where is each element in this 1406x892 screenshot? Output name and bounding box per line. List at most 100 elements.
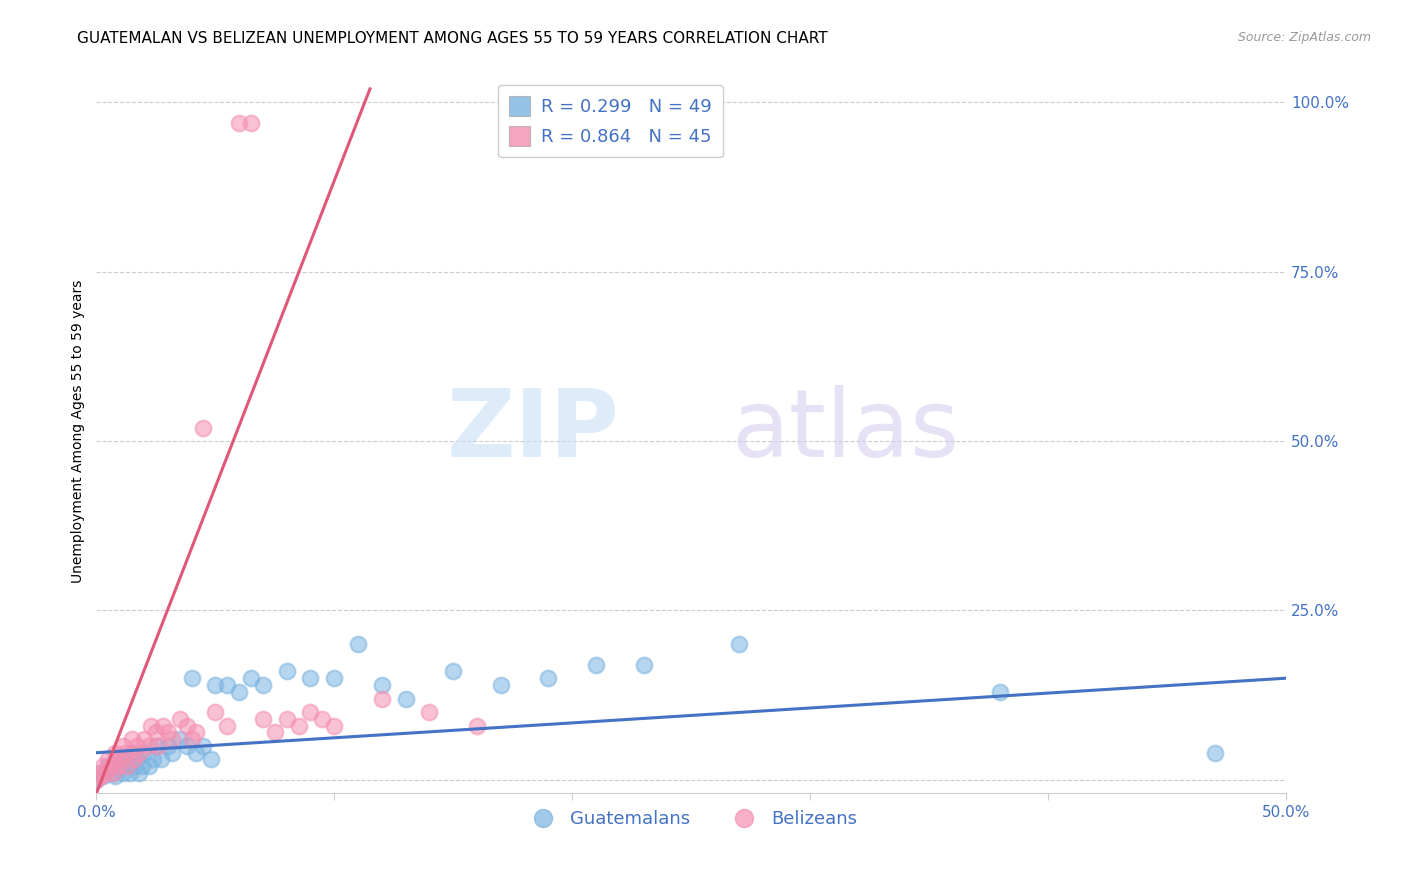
Text: atlas: atlas (731, 385, 960, 477)
Point (132, 746, 155, 760)
Text: ZIP: ZIP (447, 385, 620, 477)
Point (169, 712, 191, 726)
Point (263, 725, 285, 739)
Point (252, 678, 274, 692)
Point (299, 671, 322, 685)
Point (145, 725, 167, 739)
Point (186, 746, 208, 760)
Point (217, 678, 239, 692)
Point (125, 752, 148, 766)
Point (114, 746, 136, 760)
Point (128, 746, 150, 760)
Point (585, 657, 607, 672)
Point (148, 739, 170, 753)
Point (228, 116, 250, 130)
Point (104, 746, 127, 760)
Point (176, 739, 198, 753)
Point (149, 752, 172, 766)
Point (156, 739, 179, 753)
Point (193, 420, 215, 434)
Point (287, 718, 309, 732)
Point (180, 732, 202, 747)
Point (101, 766, 124, 780)
Point (111, 766, 134, 780)
Point (86, 772, 108, 787)
Point (152, 718, 174, 732)
Point (180, 671, 202, 685)
Point (90, 769, 112, 783)
Point (240, 671, 263, 685)
Legend: Guatemalans, Belizeans: Guatemalans, Belizeans (517, 803, 865, 835)
Point (124, 759, 146, 773)
Point (117, 759, 139, 773)
Point (371, 678, 394, 692)
Y-axis label: Unemployment Among Ages 55 to 59 years: Unemployment Among Ages 55 to 59 years (72, 279, 86, 582)
Point (204, 678, 226, 692)
Point (108, 752, 131, 766)
Point (138, 739, 160, 753)
Point (97, 752, 120, 766)
Point (94, 766, 117, 780)
Point (101, 766, 124, 780)
Point (441, 665, 464, 679)
Point (93, 759, 115, 773)
Point (347, 637, 370, 651)
Point (193, 739, 215, 753)
Point (139, 718, 162, 732)
Point (111, 739, 134, 753)
Point (107, 759, 129, 773)
Point (142, 752, 165, 766)
Point (100, 759, 122, 773)
Point (323, 718, 346, 732)
Point (228, 684, 250, 698)
Point (176, 718, 198, 732)
Point (240, 116, 263, 130)
Point (114, 752, 136, 766)
Point (121, 746, 143, 760)
Point (990, 684, 1012, 698)
Point (128, 766, 150, 780)
Point (276, 665, 298, 679)
Point (138, 759, 160, 773)
Point (186, 725, 208, 739)
Point (90, 766, 112, 780)
Point (93, 769, 115, 783)
Point (311, 712, 333, 726)
Point (125, 739, 148, 753)
Point (87, 766, 110, 780)
Point (1204, 746, 1226, 760)
Point (276, 712, 298, 726)
Point (418, 705, 440, 719)
Point (200, 752, 222, 766)
Point (162, 732, 184, 747)
Point (132, 732, 155, 747)
Point (156, 725, 179, 739)
Point (117, 759, 139, 773)
Point (252, 712, 274, 726)
Point (489, 678, 512, 692)
Point (131, 759, 153, 773)
Point (371, 691, 394, 706)
Text: Source: ZipAtlas.com: Source: ZipAtlas.com (1237, 31, 1371, 45)
Point (86, 772, 108, 787)
Point (633, 657, 655, 672)
Point (145, 739, 167, 753)
Point (395, 691, 418, 706)
Point (124, 752, 146, 766)
Point (107, 752, 129, 766)
Point (465, 718, 488, 732)
Point (162, 746, 184, 760)
Point (727, 637, 749, 651)
Point (97, 759, 120, 773)
Point (217, 718, 239, 732)
Point (299, 705, 322, 719)
Point (118, 766, 141, 780)
Point (121, 732, 143, 747)
Point (204, 705, 226, 719)
Point (169, 732, 191, 747)
Point (104, 769, 127, 783)
Point (537, 671, 560, 685)
Point (323, 671, 346, 685)
Text: GUATEMALAN VS BELIZEAN UNEMPLOYMENT AMONG AGES 55 TO 59 YEARS CORRELATION CHART: GUATEMALAN VS BELIZEAN UNEMPLOYMENT AMON… (77, 31, 828, 46)
Point (108, 759, 131, 773)
